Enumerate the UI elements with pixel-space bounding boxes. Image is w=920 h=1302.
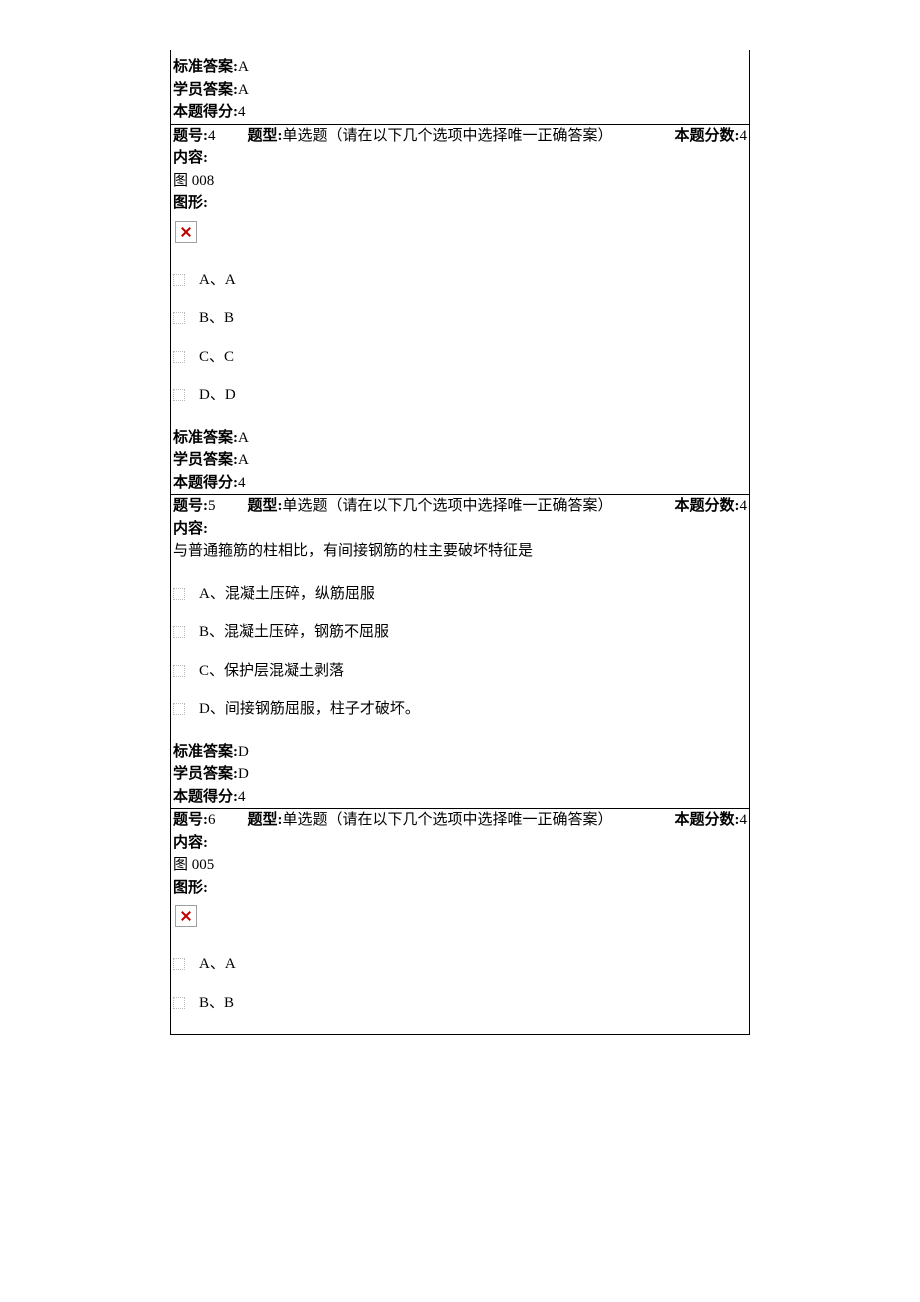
qscore-label: 本题分数: bbox=[675, 128, 740, 144]
option-label: A、A bbox=[199, 269, 236, 292]
qno-label: 题号: bbox=[173, 128, 208, 144]
radio-icon bbox=[173, 351, 185, 363]
stu-answer-label: 学员答案: bbox=[173, 452, 238, 468]
option-label: C、保护层混凝土剥落 bbox=[199, 660, 344, 683]
qscore-value: 4 bbox=[740, 812, 748, 828]
score-got-value: 4 bbox=[238, 789, 246, 805]
option-c[interactable]: C、保护层混凝土剥落 bbox=[173, 660, 747, 683]
score-got-label: 本题得分: bbox=[173, 475, 238, 491]
stu-answer-row: 学员答案:A bbox=[171, 449, 749, 472]
score-got-value: 4 bbox=[238, 104, 246, 120]
qscore-label: 本题分数: bbox=[675, 498, 740, 514]
question-header: 题号:6 题型:单选题（请在以下几个选项中选择唯一正确答案） 本题分数:4 bbox=[171, 809, 749, 832]
qtype-label: 题型: bbox=[248, 812, 283, 828]
qno-value: 6 bbox=[208, 812, 216, 828]
qno-value: 5 bbox=[208, 498, 216, 514]
stu-answer-row: 学员答案:D bbox=[171, 763, 749, 786]
radio-icon bbox=[173, 312, 185, 324]
stu-answer-value: D bbox=[238, 766, 249, 782]
score-got-row: 本题得分:4 bbox=[171, 786, 749, 809]
qscore-value: 4 bbox=[740, 128, 748, 144]
figure-placeholder bbox=[171, 215, 749, 249]
figure-placeholder bbox=[171, 899, 749, 933]
stu-answer-row: 学员答案:A bbox=[171, 79, 749, 102]
broken-image-icon bbox=[175, 905, 197, 927]
options: A、混凝土压碎，纵筋屈服 B、混凝土压碎，钢筋不屈服 C、保护层混凝土剥落 D、… bbox=[171, 563, 749, 741]
std-answer-label: 标准答案: bbox=[173, 430, 238, 446]
option-b[interactable]: B、混凝土压碎，钢筋不屈服 bbox=[173, 621, 747, 644]
option-b[interactable]: B、B bbox=[173, 307, 747, 330]
options: A、A B、B C、C D、D bbox=[171, 249, 749, 427]
qtype-label: 题型: bbox=[248, 498, 283, 514]
radio-icon bbox=[173, 588, 185, 600]
std-answer-row: 标准答案:A bbox=[171, 56, 749, 79]
content-text: 与普通箍筋的柱相比，有间接钢筋的柱主要破坏特征是 bbox=[171, 540, 749, 563]
option-label: A、混凝土压碎，纵筋屈服 bbox=[199, 583, 375, 606]
stu-answer-value: A bbox=[238, 452, 249, 468]
option-label: B、混凝土压碎，钢筋不屈服 bbox=[199, 621, 389, 644]
score-got-row: 本题得分:4 bbox=[171, 472, 749, 495]
stu-answer-label: 学员答案: bbox=[173, 766, 238, 782]
std-answer-value: A bbox=[238, 59, 249, 75]
qtype-value: 单选题（请在以下几个选项中选择唯一正确答案） bbox=[283, 128, 613, 144]
page: 标准答案:A 学员答案:A 本题得分:4 题号:4 题型:单选题（请在以下几个选… bbox=[0, 0, 920, 1302]
option-d[interactable]: D、D bbox=[173, 384, 747, 407]
option-label: D、间接钢筋屈服，柱子才破坏。 bbox=[199, 698, 420, 721]
option-d[interactable]: D、间接钢筋屈服，柱子才破坏。 bbox=[173, 698, 747, 721]
qscore-value: 4 bbox=[740, 498, 748, 514]
stu-answer-value: A bbox=[238, 82, 249, 98]
question-header: 题号:4 题型:单选题（请在以下几个选项中选择唯一正确答案） 本题分数:4 bbox=[171, 125, 749, 148]
score-got-value: 4 bbox=[238, 475, 246, 491]
figure-label: 图形: bbox=[171, 192, 749, 215]
option-a[interactable]: A、A bbox=[173, 953, 747, 976]
option-a[interactable]: A、A bbox=[173, 269, 747, 292]
option-label: D、D bbox=[199, 384, 236, 407]
std-answer-label: 标准答案: bbox=[173, 59, 238, 75]
qno-label: 题号: bbox=[173, 812, 208, 828]
radio-icon bbox=[173, 997, 185, 1009]
question-5: 题号:5 题型:单选题（请在以下几个选项中选择唯一正确答案） 本题分数:4 内容… bbox=[171, 495, 749, 808]
radio-icon bbox=[173, 665, 185, 677]
option-a[interactable]: A、混凝土压碎，纵筋屈服 bbox=[173, 583, 747, 606]
options: A、A B、B bbox=[171, 933, 749, 1034]
stu-answer-label: 学员答案: bbox=[173, 82, 238, 98]
qtype-value: 单选题（请在以下几个选项中选择唯一正确答案） bbox=[283, 812, 613, 828]
content-label: 内容: bbox=[171, 147, 749, 170]
qscore-label: 本题分数: bbox=[675, 812, 740, 828]
figure-label: 图形: bbox=[171, 877, 749, 900]
score-got-label: 本题得分: bbox=[173, 789, 238, 805]
question-6: 题号:6 题型:单选题（请在以下几个选项中选择唯一正确答案） 本题分数:4 内容… bbox=[171, 809, 749, 1034]
option-label: B、B bbox=[199, 992, 234, 1015]
std-answer-row: 标准答案:A bbox=[171, 427, 749, 450]
content-label: 内容: bbox=[171, 518, 749, 541]
radio-icon bbox=[173, 274, 185, 286]
radio-icon bbox=[173, 703, 185, 715]
option-label: A、A bbox=[199, 953, 236, 976]
option-label: B、B bbox=[199, 307, 234, 330]
option-c[interactable]: C、C bbox=[173, 346, 747, 369]
radio-icon bbox=[173, 626, 185, 638]
radio-icon bbox=[173, 389, 185, 401]
score-got-label: 本题得分: bbox=[173, 104, 238, 120]
content-text: 图 008 bbox=[171, 170, 749, 193]
qno-value: 4 bbox=[208, 128, 216, 144]
broken-image-icon bbox=[175, 221, 197, 243]
content-label: 内容: bbox=[171, 832, 749, 855]
radio-icon bbox=[173, 958, 185, 970]
option-label: C、C bbox=[199, 346, 234, 369]
prev-question-tail: 标准答案:A 学员答案:A 本题得分:4 bbox=[171, 50, 749, 124]
std-answer-value: D bbox=[238, 744, 249, 760]
qno-label: 题号: bbox=[173, 498, 208, 514]
std-answer-value: A bbox=[238, 430, 249, 446]
qtype-label: 题型: bbox=[248, 128, 283, 144]
option-b[interactable]: B、B bbox=[173, 992, 747, 1015]
question-header: 题号:5 题型:单选题（请在以下几个选项中选择唯一正确答案） 本题分数:4 bbox=[171, 495, 749, 518]
score-got-row: 本题得分:4 bbox=[171, 101, 749, 124]
content-text: 图 005 bbox=[171, 854, 749, 877]
document-frame: 标准答案:A 学员答案:A 本题得分:4 题号:4 题型:单选题（请在以下几个选… bbox=[170, 50, 750, 1035]
question-4: 题号:4 题型:单选题（请在以下几个选项中选择唯一正确答案） 本题分数:4 内容… bbox=[171, 125, 749, 495]
std-answer-label: 标准答案: bbox=[173, 744, 238, 760]
std-answer-row: 标准答案:D bbox=[171, 741, 749, 764]
qtype-value: 单选题（请在以下几个选项中选择唯一正确答案） bbox=[283, 498, 613, 514]
